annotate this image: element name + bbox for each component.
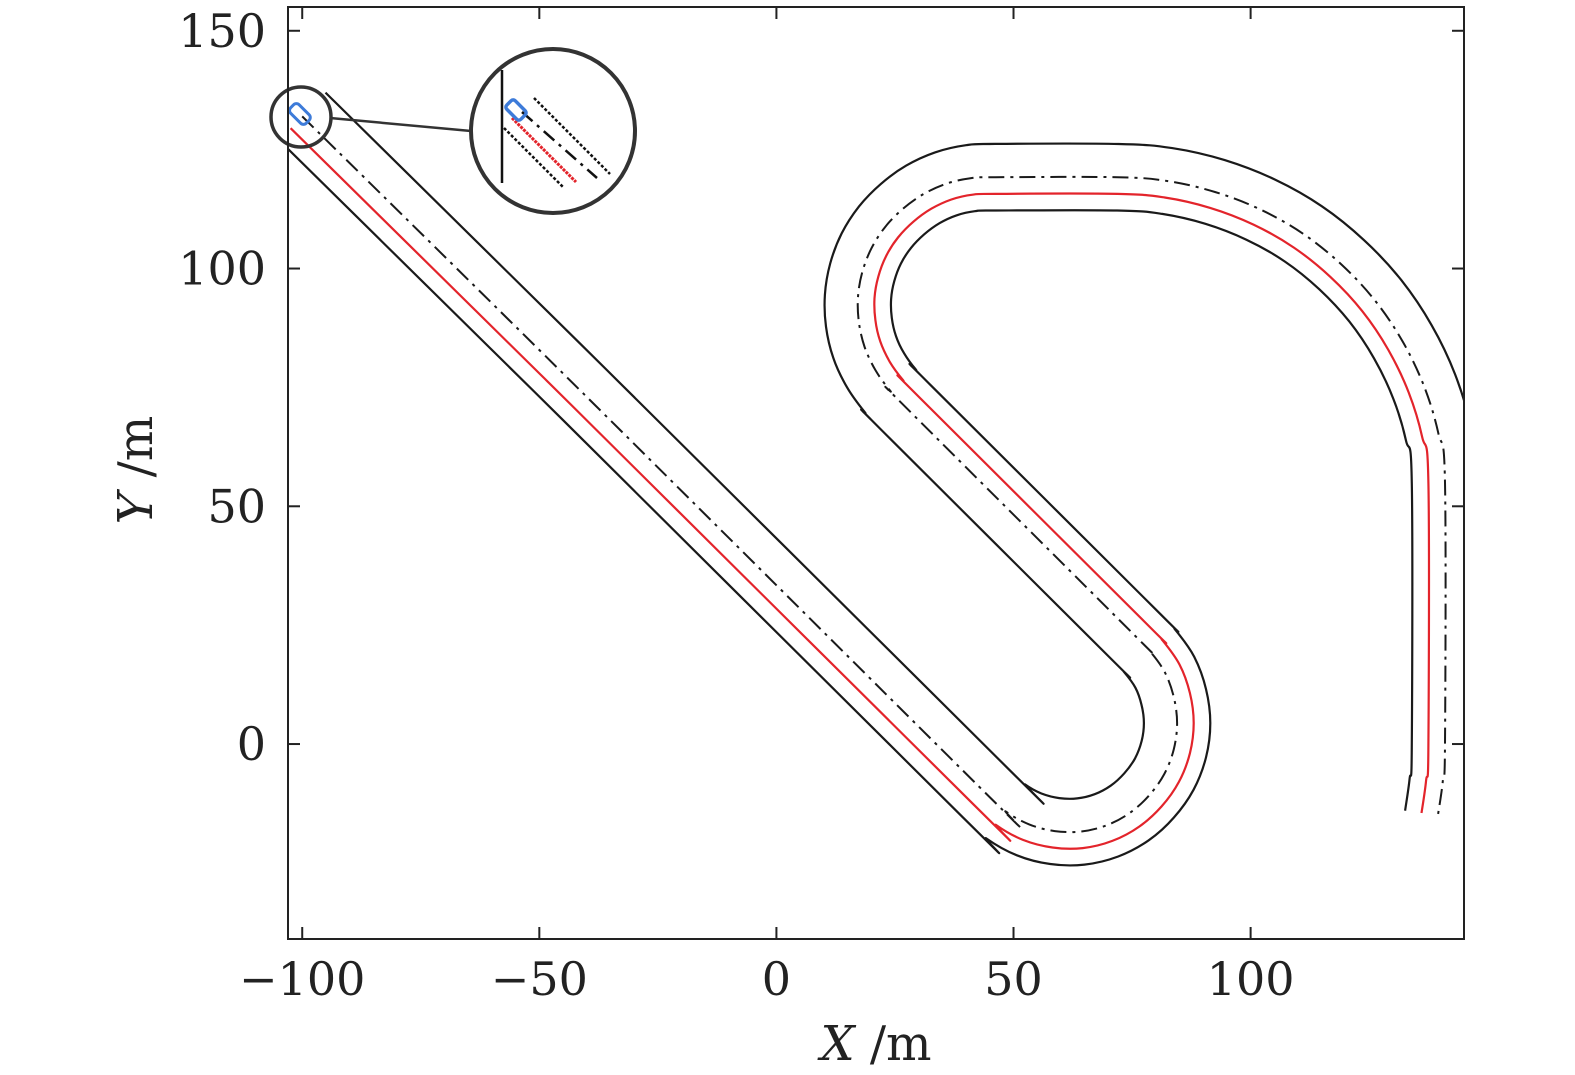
zoom-circle — [469, 47, 637, 215]
road-edge-inner — [288, 147, 1414, 867]
zoom-detail — [500, 70, 611, 188]
y-tick-label: 0 — [237, 717, 266, 771]
y-axis-label: Y /m — [108, 416, 164, 525]
zoom-edge-outer — [533, 97, 611, 175]
zoom-vehicle-marker — [504, 98, 528, 122]
zoom-edge-inner — [503, 127, 564, 188]
zoom-connector — [329, 116, 472, 133]
plot-frame — [287, 6, 1465, 940]
x-tick-label: 50 — [984, 952, 1043, 1006]
vehicle-trajectory — [289, 127, 1431, 850]
y-tick-label: 50 — [207, 479, 266, 533]
x-tick-label: −100 — [239, 952, 365, 1006]
zoom-inset — [269, 47, 637, 215]
y-tick-label: 100 — [178, 242, 266, 296]
x-tick-label: 0 — [762, 952, 791, 1006]
axis-ticks — [288, 7, 1464, 939]
road-centerline — [301, 115, 1447, 834]
zoom-centerline — [521, 111, 598, 179]
vehicle-marker — [288, 102, 312, 126]
road-edge-outer — [324, 91, 1464, 805]
road-layer — [288, 91, 1464, 867]
x-tick-label: 100 — [1207, 952, 1295, 1006]
x-axis-label: X /m — [816, 1016, 931, 1072]
zoom-trajectory — [510, 116, 578, 184]
y-tick-label: 150 — [178, 4, 266, 58]
axis-tick-labels: −100 −50 0 50 100 0 50 100 150 — [178, 4, 1294, 1006]
x-tick-label: −50 — [491, 952, 588, 1006]
